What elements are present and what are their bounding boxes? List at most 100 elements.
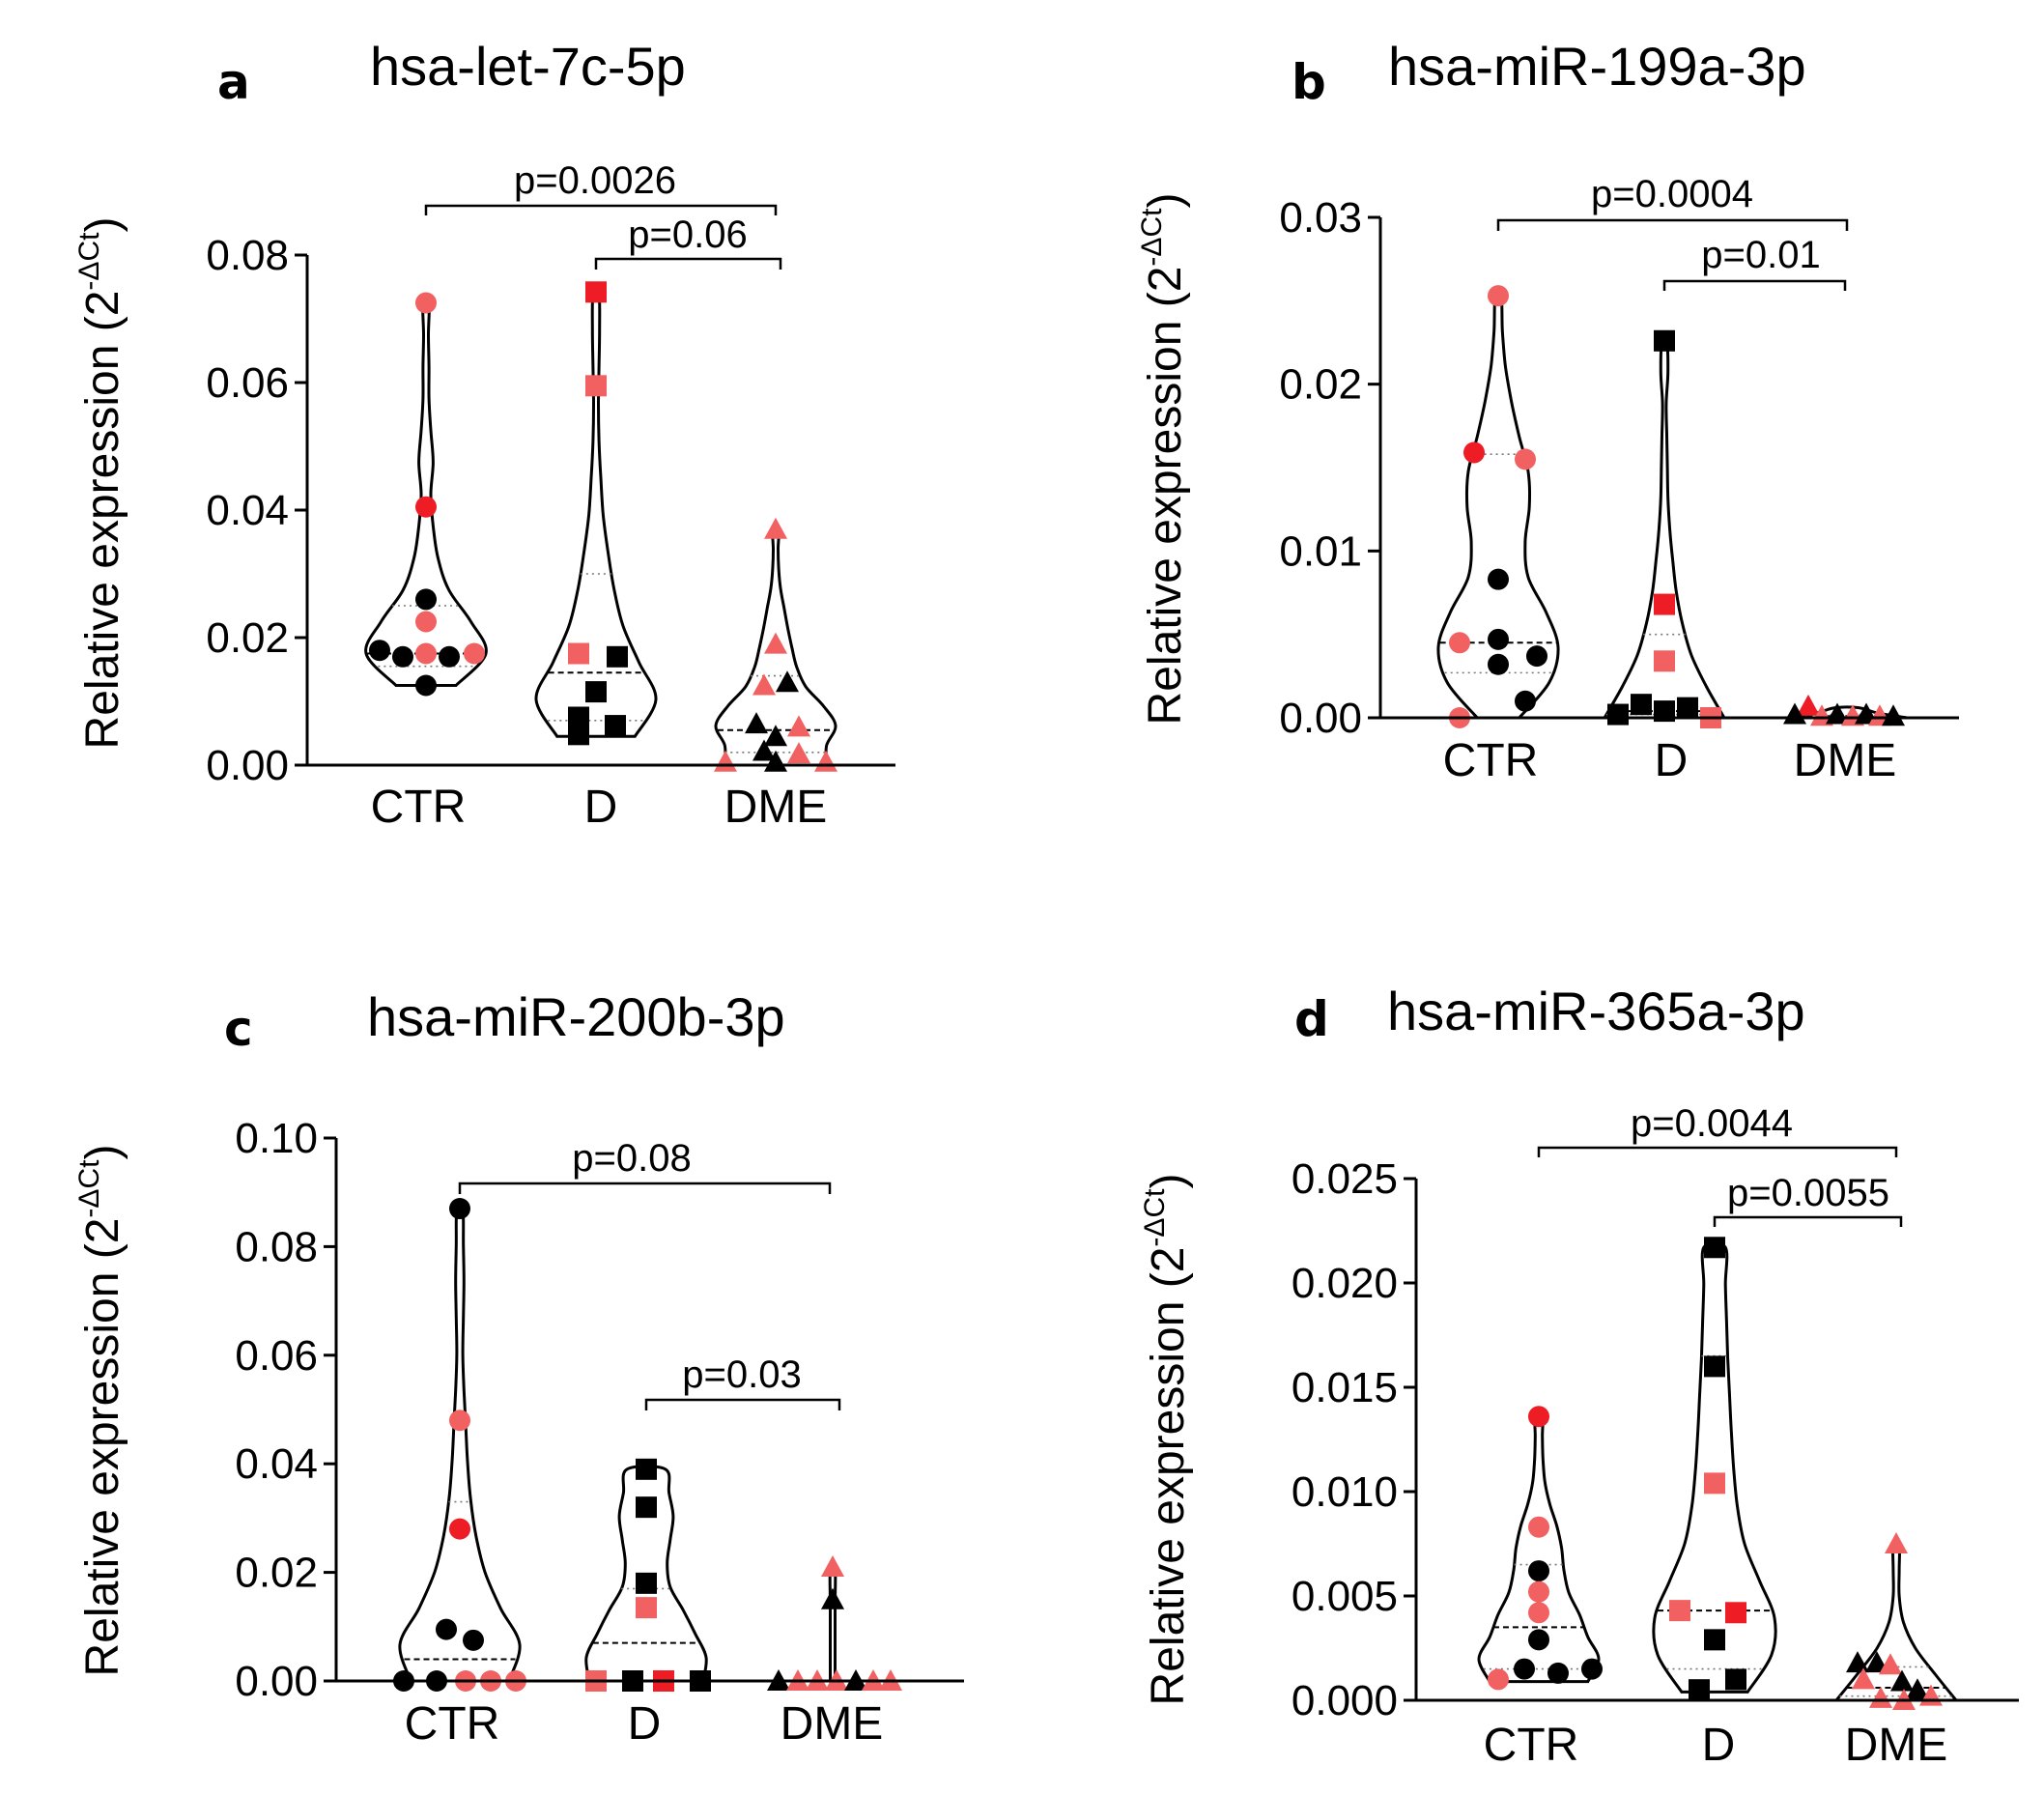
- data-point-d: [1654, 329, 1675, 352]
- data-point-ctr: [1515, 690, 1536, 712]
- data-point-ctr: [415, 588, 437, 611]
- y-tick-label: 0.03: [1279, 194, 1362, 242]
- category-label-dme: DME: [724, 782, 828, 833]
- category-label-dme: DME: [781, 1698, 884, 1750]
- data-point-d: [1631, 694, 1652, 716]
- data-point-dme: [787, 742, 810, 764]
- y-tick-label: 0.01: [1279, 527, 1362, 575]
- y-axis-label-close: ): [77, 217, 128, 233]
- data-point-d: [1669, 1600, 1690, 1622]
- data-point-d: [607, 645, 628, 668]
- data-point-d: [1654, 593, 1675, 615]
- data-point-dme: [1797, 694, 1820, 716]
- violin-dme: [1832, 1539, 1960, 1702]
- data-point-d: [636, 1458, 657, 1480]
- y-axis-d: 0.000 0.005 0.010 0.015 0.020 0.025: [1292, 1155, 1416, 1724]
- panel-title-b: hsa-miR-199a-3p: [1388, 36, 1806, 97]
- data-point-dme: [752, 739, 776, 761]
- data-point-dme: [1869, 1686, 1892, 1708]
- panel-letter-a: a: [217, 54, 250, 110]
- category-label-ctr: CTR: [1484, 1720, 1579, 1771]
- data-point-ctr: [1547, 1662, 1569, 1684]
- p-value-b-1: p=0.01: [1701, 234, 1820, 276]
- data-point-ctr: [415, 496, 437, 518]
- data-point-d: [568, 706, 589, 728]
- data-point-ctr: [449, 1518, 470, 1540]
- data-point-dme: [745, 712, 768, 734]
- data-point-d: [1607, 703, 1629, 726]
- panel-title-d: hsa-miR-365a-3p: [1387, 981, 1805, 1041]
- y-axis-label-text: Relative expression (2: [1140, 267, 1191, 726]
- violin-d: [1652, 1241, 1777, 1694]
- data-point-d: [585, 281, 607, 303]
- y-axis-c: 0.00 0.02 0.04 0.06 0.08 0.10: [235, 1115, 336, 1705]
- p-value-a-1: p=0.06: [628, 214, 747, 256]
- data-point-ctr: [1514, 1658, 1535, 1680]
- data-point-ctr: [1528, 1602, 1549, 1624]
- category-label-ctr: CTR: [405, 1698, 500, 1750]
- y-tick-label: 0.015: [1292, 1364, 1398, 1411]
- panel-letter-c: c: [224, 1001, 253, 1057]
- y-tick-label: 0.04: [235, 1440, 318, 1488]
- p-value-c-1: p=0.03: [682, 1353, 801, 1396]
- bracket-b-0: [1496, 218, 1849, 231]
- y-axis-label-sup: -ΔCt: [1139, 1188, 1171, 1247]
- data-point-d: [636, 1572, 657, 1594]
- y-tick-label: 0.06: [235, 1332, 318, 1380]
- bracket-d-0: [1537, 1146, 1898, 1157]
- data-point-dme: [714, 750, 737, 772]
- data-point-dme: [764, 517, 787, 539]
- data-point-dme: [776, 670, 799, 693]
- y-tick-label: 0.06: [206, 359, 289, 407]
- data-point-d: [605, 715, 626, 737]
- violin-dme: [828, 1560, 837, 1683]
- y-tick-label: 0.02: [235, 1550, 318, 1597]
- data-point-ctr: [1515, 448, 1536, 470]
- data-point-ctr: [369, 640, 390, 662]
- data-point-dme: [787, 715, 810, 737]
- data-point-dme: [1906, 1678, 1929, 1700]
- panel-title-c: hsa-miR-200b-3p: [367, 986, 785, 1047]
- data-point-d: [568, 642, 589, 665]
- y-tick-label: 0.00: [206, 742, 289, 789]
- data-point-dme: [752, 673, 776, 696]
- panel-a: a hsa-let-7c-5p Relative expression (2-Δ…: [73, 36, 895, 833]
- data-point-ctr: [436, 1618, 457, 1640]
- y-tick-label: 0.08: [206, 232, 289, 279]
- p-value-d-0: p=0.0044: [1631, 1102, 1793, 1145]
- data-point-dme: [1810, 704, 1833, 726]
- category-label-d: D: [628, 1698, 662, 1750]
- y-tick-label: 0.02: [206, 614, 289, 662]
- y-axis-label-close: ): [1143, 1174, 1194, 1189]
- data-point-dme: [764, 632, 787, 654]
- data-point-dme: [821, 1554, 844, 1577]
- data-point-ctr: [1528, 1580, 1549, 1603]
- y-axis-label-sup: -ΔCt: [73, 1159, 105, 1218]
- y-tick-label: 0.025: [1292, 1155, 1398, 1203]
- category-label-d: D: [1655, 735, 1689, 786]
- data-point-ctr: [1488, 568, 1509, 590]
- data-point-ctr: [1528, 1516, 1549, 1538]
- category-label-ctr: CTR: [371, 782, 467, 833]
- data-point-ctr: [463, 1629, 484, 1651]
- category-label-ctr: CTR: [1443, 735, 1539, 786]
- category-label-dme: DME: [1794, 735, 1897, 786]
- y-axis-a: 0.00 0.02 0.04 0.06 0.08: [206, 232, 307, 789]
- data-point-ctr: [1528, 1406, 1549, 1428]
- data-point-dme: [764, 725, 787, 747]
- data-point-d: [585, 375, 607, 397]
- data-point-d: [1654, 650, 1675, 672]
- category-label-d: D: [584, 782, 618, 833]
- data-point-dme: [1852, 1667, 1875, 1690]
- data-point-d: [1689, 1679, 1710, 1701]
- data-point-ctr: [415, 611, 437, 633]
- bracket-d-1: [1713, 1215, 1903, 1227]
- y-tick-label: 0.02: [1279, 361, 1362, 409]
- data-point-d: [1704, 1355, 1725, 1378]
- y-axis-label-text: Relative expression (2: [77, 1218, 128, 1677]
- data-point-ctr: [1488, 1668, 1509, 1691]
- data-point-dme: [1885, 1532, 1908, 1553]
- data-point-ctr: [415, 292, 437, 314]
- panel-d: d hsa-miR-365a-3p Relative expression (2…: [1139, 981, 2019, 1771]
- data-point-ctr: [1581, 1658, 1603, 1680]
